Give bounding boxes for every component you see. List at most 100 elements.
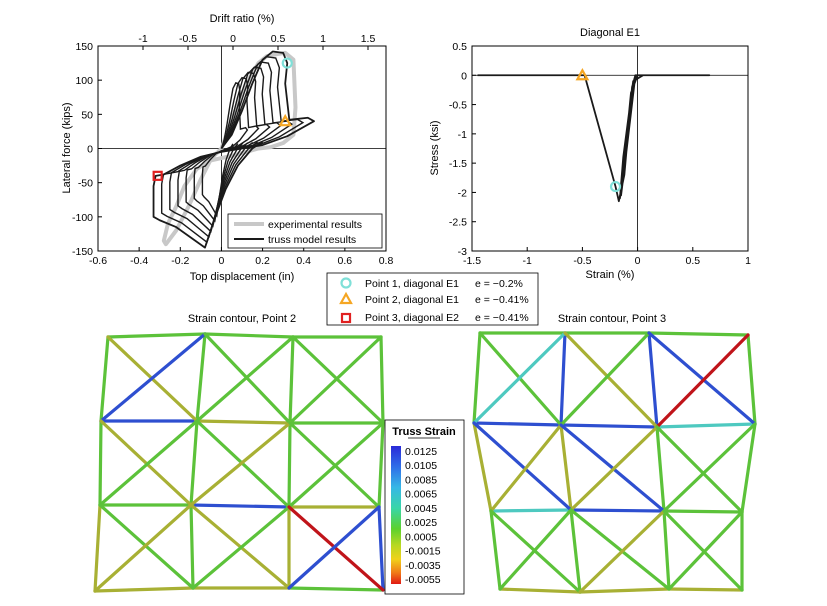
point3-marker xyxy=(152,170,163,181)
truss-inner-loop xyxy=(201,82,249,218)
legend-truss-label: truss model results xyxy=(268,234,356,246)
hysteresis-chart: -0.6 -0.4 -0.2 0 0.2 0.4 0.6 0.8 -150 -100 -50 0 50… xyxy=(61,13,393,283)
y-tick-label: -100 xyxy=(72,212,93,224)
point2-triangle-icon xyxy=(339,291,353,305)
hysteresis-series xyxy=(152,50,315,249)
diagonal-e1-title: Diagonal E1 xyxy=(580,27,640,39)
legend-box xyxy=(227,213,383,249)
truss-member xyxy=(559,331,651,427)
x-tick-label: 0.5 xyxy=(685,255,700,267)
truss-member xyxy=(498,508,573,591)
truss-member xyxy=(667,510,744,591)
truss-member xyxy=(647,331,757,426)
truss-member xyxy=(203,332,295,339)
y-tick-label: 0.5 xyxy=(452,41,467,53)
truss-contour-point-3 xyxy=(472,331,757,594)
y-tick-label: -2 xyxy=(458,187,467,199)
colorbar-tick-label: -0.0015 xyxy=(405,546,441,558)
truss-member xyxy=(189,421,292,507)
truss-member xyxy=(287,421,292,509)
truss-member xyxy=(662,509,744,514)
x-tick-label: 0.6 xyxy=(338,255,353,267)
truss-member xyxy=(106,332,207,339)
colorbar-tick-label: 0.0045 xyxy=(405,503,437,515)
truss-member xyxy=(472,331,482,425)
hysteresis-y-label: Lateral force (kips) xyxy=(61,102,73,193)
top-tick-label: 1 xyxy=(320,33,326,45)
x-tick-label: -0.6 xyxy=(89,255,107,267)
top-tick-label: 0.5 xyxy=(271,33,286,45)
y-tick-label: -50 xyxy=(78,178,93,190)
truss-member xyxy=(99,332,207,423)
top-tick-label: -0.5 xyxy=(179,33,197,45)
truss-member xyxy=(489,423,563,513)
y-tick-label: -150 xyxy=(72,246,93,258)
truss-contour-point-2 xyxy=(93,332,385,593)
hysteresis-legend: experimental results truss model results xyxy=(227,213,383,249)
colorbar-tick-label: 0.0105 xyxy=(405,460,437,472)
truss-member xyxy=(655,333,750,429)
diagonal-plot-frame xyxy=(471,45,749,252)
truss-member xyxy=(291,335,385,425)
truss-member xyxy=(93,503,102,593)
colorbar-ticks: 0.0125 0.0105 0.0085 0.0065 0.0045 0.0025 0.00… xyxy=(405,446,441,586)
truss-member xyxy=(287,505,385,592)
point2-strain: e = −0.41% xyxy=(475,294,529,306)
y-tick-label: 150 xyxy=(75,41,93,53)
y-tick-label: -1 xyxy=(458,129,467,141)
truss-member xyxy=(569,425,659,512)
contour-point3-title: Strain contour, Point 3 xyxy=(558,313,666,325)
truss-member xyxy=(655,422,757,429)
truss-member xyxy=(195,335,295,423)
colorbar-title: Truss Strain xyxy=(392,426,456,438)
colorbar-tick-label: -0.0055 xyxy=(405,574,441,586)
point-legend-box xyxy=(326,272,539,326)
x-tick-label: -1 xyxy=(523,255,532,267)
truss-member xyxy=(569,508,666,513)
diagonal-markers xyxy=(575,68,622,193)
truss-member xyxy=(740,422,757,514)
truss-member xyxy=(559,423,659,429)
hysteresis-markers xyxy=(152,57,293,181)
colorbar-tick-label: 0.0085 xyxy=(405,474,437,486)
colorbar-tick-label: -0.0035 xyxy=(405,560,441,572)
point1-marker xyxy=(281,57,293,69)
truss-member xyxy=(472,331,567,425)
truss-member xyxy=(287,505,381,590)
truss-member xyxy=(98,419,199,507)
x-tick-label: 0.2 xyxy=(255,255,270,267)
point3-label: Point 3, diagonal E2 xyxy=(365,312,459,324)
point2-label: Point 2, diagonal E1 xyxy=(365,294,459,306)
truss-member xyxy=(98,419,103,507)
truss-member xyxy=(578,587,671,594)
truss-member xyxy=(662,509,744,592)
truss-member xyxy=(287,421,385,509)
truss-member xyxy=(667,587,744,592)
truss-member xyxy=(191,505,291,590)
truss-member xyxy=(377,505,385,592)
hysteresis-top-label: Drift ratio (%) xyxy=(210,13,275,25)
diagonal-x-axis: -1.5 -1 -0.5 0 0.5 1 xyxy=(463,247,751,267)
truss-member xyxy=(288,335,383,425)
y-tick-label: -1.5 xyxy=(449,158,467,170)
truss-member xyxy=(287,586,385,592)
truss-member xyxy=(655,425,666,513)
truss-member xyxy=(559,331,567,427)
y-tick-label: 50 xyxy=(81,109,93,121)
point3-strain: e = −0.41% xyxy=(475,312,529,324)
truss-member xyxy=(655,425,744,514)
top-tick-label: -1 xyxy=(138,33,147,45)
diagonal-y-label: Stress (ksi) xyxy=(429,121,441,176)
truss-member xyxy=(746,333,757,426)
y-tick-label: 0 xyxy=(461,70,467,82)
truss-member xyxy=(377,421,385,509)
truss-member xyxy=(489,509,502,591)
y-tick-label: 0 xyxy=(87,144,93,156)
top-tick-label: 0 xyxy=(230,33,236,45)
stress-strain-line xyxy=(477,74,711,203)
x-tick-label: 0.8 xyxy=(379,255,394,267)
truss-member xyxy=(195,419,292,425)
y-tick-label: -3 xyxy=(458,246,467,258)
hysteresis-y-axis: -150 -100 -50 0 50 100 150 xyxy=(72,41,386,258)
truss-member xyxy=(498,587,582,594)
